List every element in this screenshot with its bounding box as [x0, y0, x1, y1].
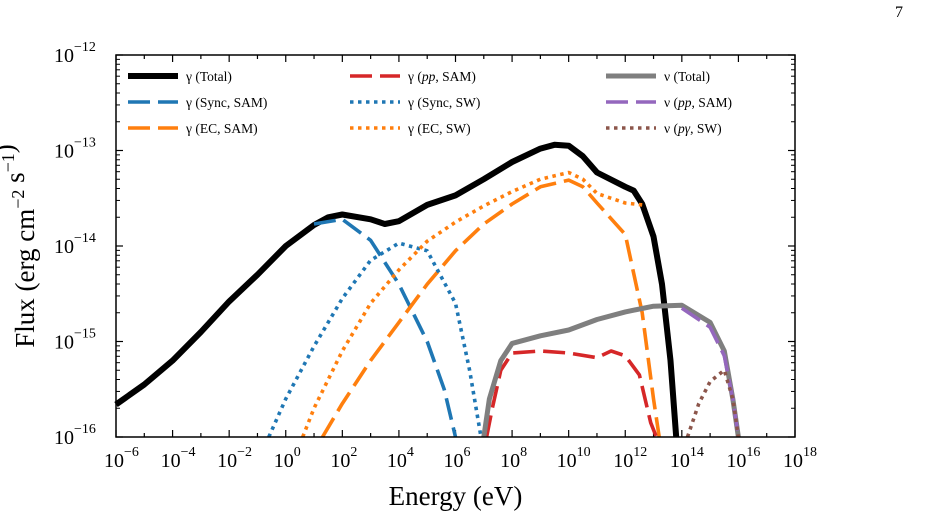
x-tick-label: 1016	[726, 445, 760, 472]
x-tick-label: 1018	[783, 445, 817, 472]
y-tick-label: 10−15	[54, 327, 96, 354]
x-tick-label: 106	[444, 445, 471, 472]
legend-label: ν (pp, SAM)	[664, 95, 732, 110]
x-tick-label: 10−4	[161, 445, 196, 472]
x-axis-label: Energy (eV)	[389, 481, 523, 511]
legend-label: γ (Sync, SAM)	[185, 95, 267, 110]
page-number: 7	[895, 4, 903, 21]
axis-labels: Energy (eV) Flux (erg cm−2 s−1)	[0, 144, 522, 511]
series-line	[481, 302, 741, 438]
y-tick-label: 10−13	[54, 136, 96, 163]
y-tick-label: 10−16	[54, 422, 96, 449]
legend-label: γ (EC, SW)	[407, 121, 471, 136]
series-line	[114, 141, 680, 438]
x-tick-label: 1010	[557, 445, 591, 472]
series-layer	[114, 141, 741, 438]
x-tick-label: 10−6	[104, 445, 139, 472]
x-tick-label: 104	[387, 445, 414, 472]
x-tick-label: 1014	[670, 445, 704, 472]
series-line	[267, 241, 483, 438]
y-axis-label: Flux (erg cm−2 s−1)	[0, 144, 40, 348]
series-line	[484, 349, 659, 438]
x-tick-label: 102	[330, 445, 357, 472]
x-tick-label: 100	[274, 445, 301, 472]
x-tick-label: 1012	[613, 445, 647, 472]
y-tick-label: 10−12	[54, 40, 96, 67]
series-line	[301, 170, 643, 438]
plot-frame	[115, 54, 796, 438]
x-tick-label: 10−2	[217, 445, 252, 472]
legend-label: γ (pp, SAM)	[407, 69, 476, 84]
legend-label: γ (Total)	[185, 69, 232, 84]
legend-label: ν (pγ, SW)	[664, 121, 722, 136]
legend-label: γ (EC, SAM)	[185, 121, 258, 136]
legend: γ (Total) γ (Sync, SAM) γ (EC, SAM) γ (pp, …	[128, 69, 732, 136]
series-line	[320, 178, 661, 438]
axis-ticks	[115, 54, 796, 438]
legend-label: γ (Sync, SW)	[407, 95, 480, 110]
series-line	[313, 217, 458, 438]
x-tick-label: 108	[500, 445, 527, 472]
legend-label: ν (Total)	[664, 69, 710, 84]
series-line	[685, 368, 741, 438]
y-tick-label: 10−14	[54, 231, 96, 258]
